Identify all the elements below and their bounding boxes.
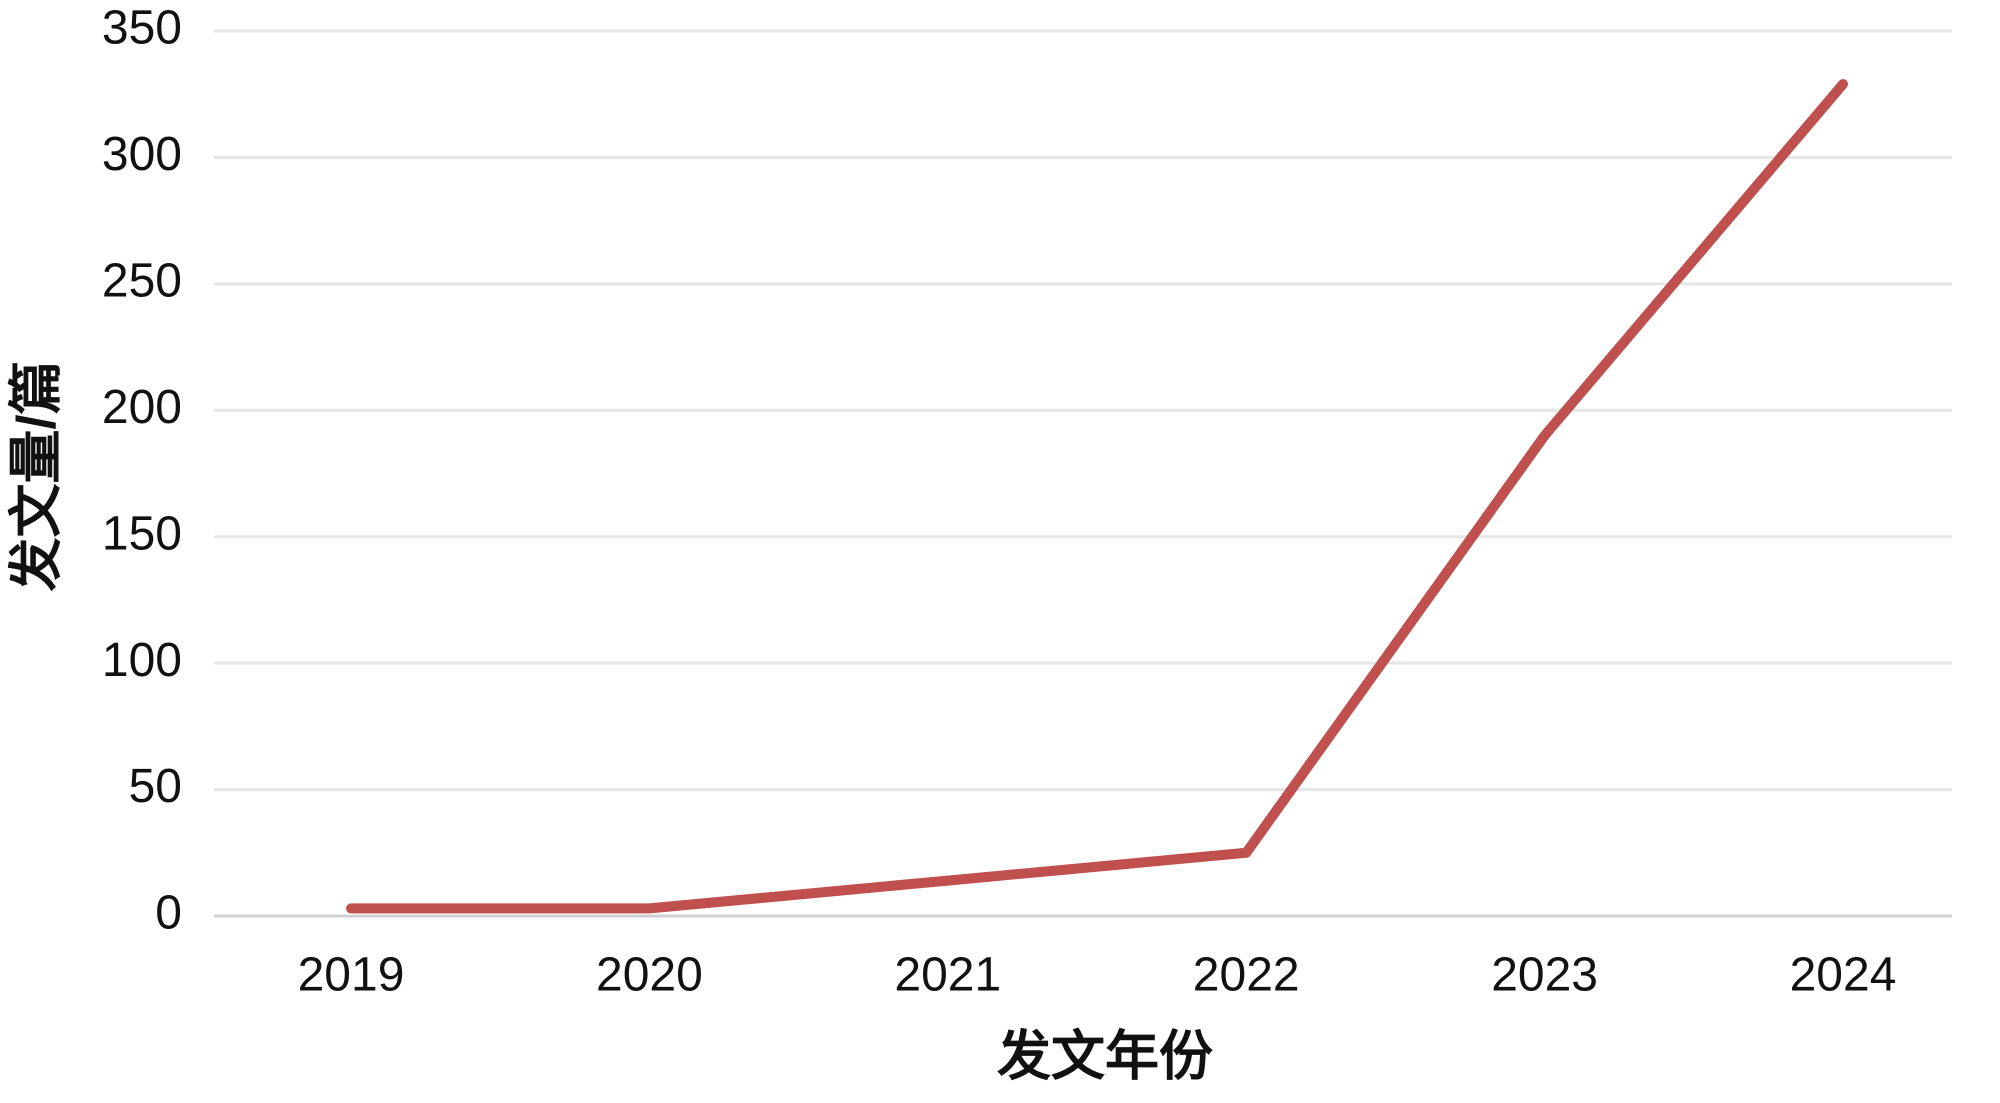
data-line — [346, 79, 1848, 914]
x-tick-label: 2022 — [1193, 949, 1300, 1002]
y-tick-label: 100 — [102, 634, 182, 687]
x-tick-label: 2024 — [1790, 949, 1897, 1002]
y-axis-title: 发文量/篇 — [6, 360, 66, 591]
x-tick-label: 2021 — [894, 949, 1001, 1002]
y-tick-label: 150 — [102, 507, 182, 560]
x-tick-label: 2023 — [1491, 949, 1598, 1002]
y-tick-label: 300 — [102, 128, 182, 181]
y-tick-label: 350 — [102, 2, 182, 55]
y-tick-label: 250 — [102, 255, 182, 308]
x-tick-label: 2019 — [298, 949, 405, 1002]
y-tick-label: 50 — [129, 760, 182, 813]
x-tick-label: 2020 — [596, 949, 703, 1002]
x-axis-title: 发文年份 — [997, 1026, 1213, 1086]
y-tick-label: 200 — [102, 381, 182, 434]
y-tick-label: 0 — [155, 887, 182, 940]
